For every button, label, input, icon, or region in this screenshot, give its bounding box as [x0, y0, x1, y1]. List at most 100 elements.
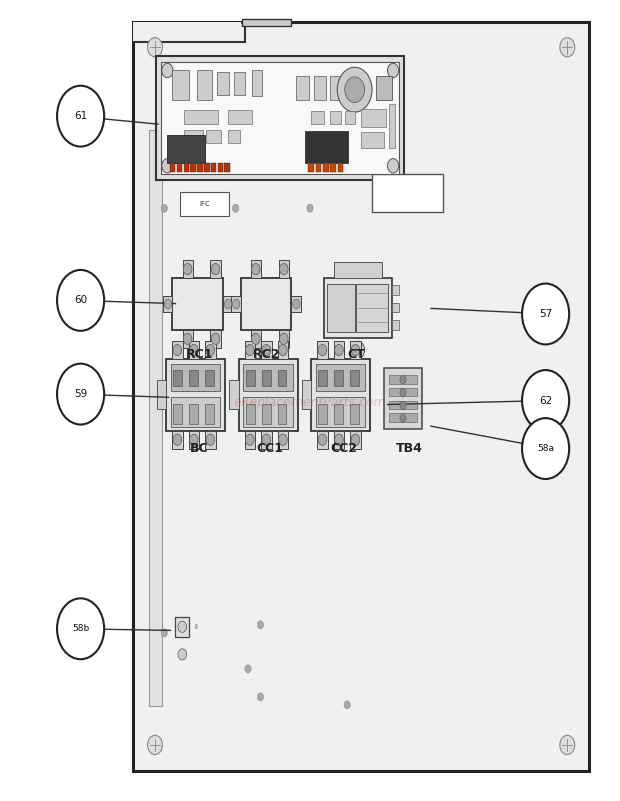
- Text: 60: 60: [74, 296, 87, 305]
- Circle shape: [57, 598, 104, 659]
- Bar: [296, 76, 309, 100]
- Circle shape: [262, 434, 271, 445]
- Bar: [262, 369, 270, 386]
- Bar: [172, 431, 183, 449]
- Bar: [205, 404, 214, 424]
- Circle shape: [335, 434, 343, 445]
- Bar: [173, 404, 182, 424]
- Bar: [334, 341, 344, 359]
- Circle shape: [345, 77, 365, 103]
- Circle shape: [280, 333, 288, 344]
- Bar: [172, 341, 183, 359]
- Bar: [338, 163, 343, 172]
- Bar: [228, 110, 252, 124]
- Bar: [279, 260, 289, 278]
- Text: 61: 61: [74, 111, 87, 121]
- Circle shape: [293, 300, 300, 309]
- Bar: [205, 341, 216, 359]
- Circle shape: [161, 629, 167, 637]
- Bar: [361, 132, 384, 148]
- Circle shape: [206, 344, 215, 356]
- Bar: [177, 163, 182, 172]
- Text: TB4: TB4: [396, 442, 423, 455]
- Circle shape: [388, 159, 399, 173]
- Bar: [324, 278, 392, 338]
- Circle shape: [162, 63, 173, 78]
- Circle shape: [211, 264, 220, 275]
- Text: 58b: 58b: [72, 624, 89, 634]
- Bar: [317, 431, 328, 449]
- Bar: [171, 397, 220, 427]
- Bar: [166, 359, 225, 431]
- Bar: [350, 341, 361, 359]
- Bar: [262, 404, 270, 424]
- Circle shape: [400, 376, 406, 384]
- Bar: [228, 130, 240, 143]
- Circle shape: [351, 341, 365, 359]
- Bar: [311, 111, 324, 124]
- Circle shape: [318, 434, 327, 445]
- Circle shape: [351, 344, 360, 356]
- Bar: [311, 359, 370, 431]
- Bar: [361, 109, 386, 127]
- Circle shape: [211, 333, 220, 344]
- Bar: [188, 341, 199, 359]
- Bar: [231, 296, 241, 312]
- Bar: [278, 404, 286, 424]
- Circle shape: [190, 344, 198, 356]
- Circle shape: [262, 344, 271, 356]
- Bar: [234, 72, 245, 95]
- Text: CT: CT: [348, 348, 365, 360]
- Bar: [161, 62, 399, 174]
- Circle shape: [351, 434, 360, 445]
- Bar: [197, 70, 212, 100]
- Bar: [350, 404, 359, 424]
- Circle shape: [522, 284, 569, 344]
- Text: CC1: CC1: [256, 442, 283, 455]
- Circle shape: [190, 434, 198, 445]
- Circle shape: [162, 159, 173, 173]
- Text: 62: 62: [539, 396, 552, 405]
- Bar: [350, 369, 359, 386]
- Bar: [250, 260, 261, 278]
- Bar: [133, 22, 245, 42]
- Bar: [184, 163, 189, 172]
- Bar: [182, 260, 193, 278]
- Bar: [244, 364, 293, 391]
- Bar: [246, 369, 255, 386]
- Bar: [244, 397, 293, 427]
- Bar: [291, 296, 301, 312]
- Bar: [167, 135, 205, 163]
- Bar: [244, 431, 255, 449]
- Bar: [261, 431, 272, 449]
- Circle shape: [307, 204, 313, 212]
- Bar: [327, 284, 355, 332]
- Bar: [389, 375, 417, 384]
- Bar: [211, 260, 221, 278]
- Circle shape: [318, 344, 327, 356]
- Circle shape: [400, 388, 406, 396]
- Bar: [330, 76, 341, 100]
- Circle shape: [57, 270, 104, 331]
- Bar: [356, 284, 388, 332]
- Bar: [224, 163, 230, 172]
- Bar: [250, 330, 261, 348]
- Bar: [317, 341, 328, 359]
- Text: 59: 59: [74, 389, 87, 399]
- Bar: [334, 431, 344, 449]
- Bar: [211, 163, 216, 172]
- Circle shape: [560, 735, 575, 755]
- Bar: [323, 163, 329, 172]
- Circle shape: [184, 264, 192, 275]
- Bar: [392, 303, 399, 312]
- Circle shape: [522, 418, 569, 479]
- Circle shape: [280, 264, 288, 275]
- Circle shape: [344, 701, 350, 709]
- Circle shape: [148, 38, 162, 57]
- Bar: [157, 380, 166, 409]
- Text: RC1: RC1: [186, 348, 213, 360]
- Bar: [392, 320, 399, 330]
- Bar: [163, 296, 172, 312]
- Circle shape: [224, 300, 232, 309]
- Bar: [389, 400, 417, 409]
